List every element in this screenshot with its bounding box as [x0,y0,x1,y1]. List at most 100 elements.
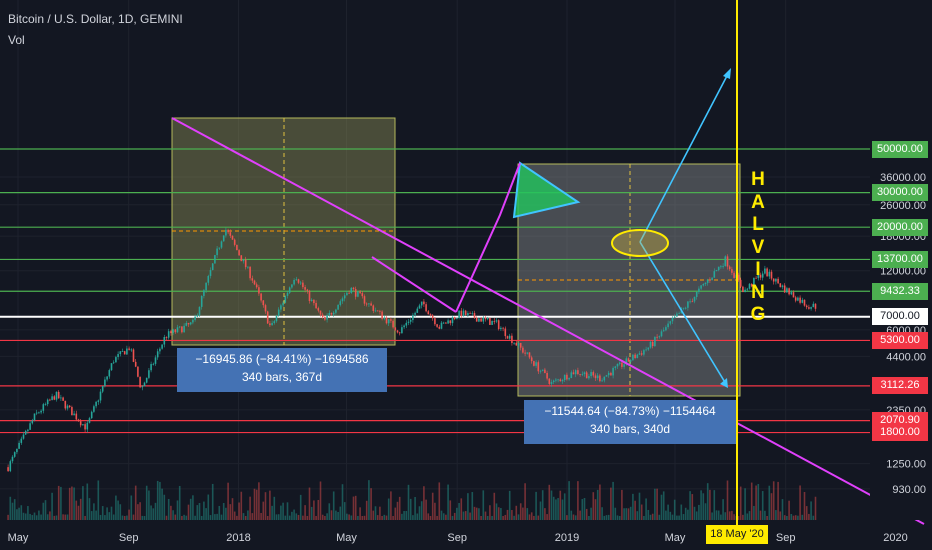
volume-bar [286,502,289,520]
halving-letter: L [752,214,764,235]
volume-bar [194,515,196,520]
volume-indicator-label[interactable]: Vol [8,33,25,47]
trendline-main[interactable] [171,117,925,525]
candle-body [726,256,729,267]
volume-bar [123,515,126,520]
volume-bar [159,481,161,520]
volume-bar [326,513,328,520]
volume-bar [577,481,579,520]
candle-body [530,357,533,362]
candle-body [75,413,78,420]
candle-body [583,372,586,375]
volume-bar [808,513,810,520]
candle-body [722,266,724,267]
candle-body [227,229,229,233]
candle-body [236,244,238,251]
trendline-drop[interactable] [371,256,457,313]
volume-bar [812,515,815,520]
volume-bar [627,508,630,520]
volume-bar [728,511,731,520]
candle-body [405,322,408,326]
volume-bar [117,500,119,520]
candle-body [27,429,29,431]
candle-body [62,397,64,401]
volume-bar [546,514,548,520]
candle-body [429,314,432,316]
candle-body [662,330,665,332]
measure-label-2: −11544.64 (−84.73%) −1154464 340 bars, 3… [524,400,736,444]
volume-bar [713,490,716,520]
volume-bar [757,483,760,520]
candle-body [627,358,630,362]
volume-bar [660,494,663,520]
candle-body [711,277,713,281]
candle-body [605,375,608,377]
volume-bar [192,495,194,520]
trendline-rise[interactable] [455,162,521,313]
candle-body [517,342,520,346]
volume-bar [588,515,590,520]
candle-body [242,259,245,262]
triangle-pattern[interactable] [512,161,581,219]
volume-bar [623,508,625,520]
volume-bar [636,511,639,520]
volume-bar [42,502,45,520]
volume-bar [603,515,606,520]
volume-bar [467,493,469,520]
candle-body [128,348,130,350]
candle-body [489,317,491,325]
candle-body [409,320,412,322]
price-label-4: 9432.33 [872,282,928,300]
candle-body [438,326,441,329]
candle-body [86,422,89,430]
price-label-6: 5300.00 [872,331,928,349]
candle-body [310,299,313,301]
candle-body [374,310,377,312]
candle-body [324,316,326,320]
candle-body [192,319,194,323]
volume-bar [216,513,218,520]
candle-body [625,358,628,365]
volume-bar [119,504,122,520]
candle-body [240,255,243,262]
candle-body [84,424,86,430]
candle-body [200,295,203,307]
candle-body [187,322,190,325]
volume-bar [495,503,498,520]
candle-body [163,337,166,345]
arrow-up[interactable] [639,71,730,243]
candle-body [326,314,328,320]
arrow-down[interactable] [639,241,727,385]
candle-body [341,298,344,302]
candle-body [563,374,566,380]
candle-body [484,317,487,320]
candle-body [812,303,815,308]
volume-bar [566,515,568,520]
candle-body [33,413,36,421]
volume-bar [68,487,71,520]
volume-bar [702,493,705,520]
volume-bar [145,485,148,520]
candle-body [381,311,383,319]
target-ellipse[interactable] [611,229,669,257]
candle-body [269,323,271,326]
volume-bar [700,490,702,520]
candle-body [264,305,267,312]
candle-body [352,287,355,290]
candle-body [220,241,223,248]
volume-bar [731,510,733,520]
candle-body [757,274,760,279]
volume-bar [291,511,293,520]
candle-body [651,341,654,347]
volume-bar [629,506,632,520]
candle-body [533,361,535,366]
volume-bar [348,514,350,520]
volume-bar [632,493,634,520]
candle-body [544,369,546,374]
time-axis-ticks: MaySep2018MaySep2019MaySep2020MaySep [8,532,908,544]
candle-body [526,352,529,354]
volume-bar [473,506,476,520]
volume-bar [440,510,443,520]
candle-body [225,229,227,236]
